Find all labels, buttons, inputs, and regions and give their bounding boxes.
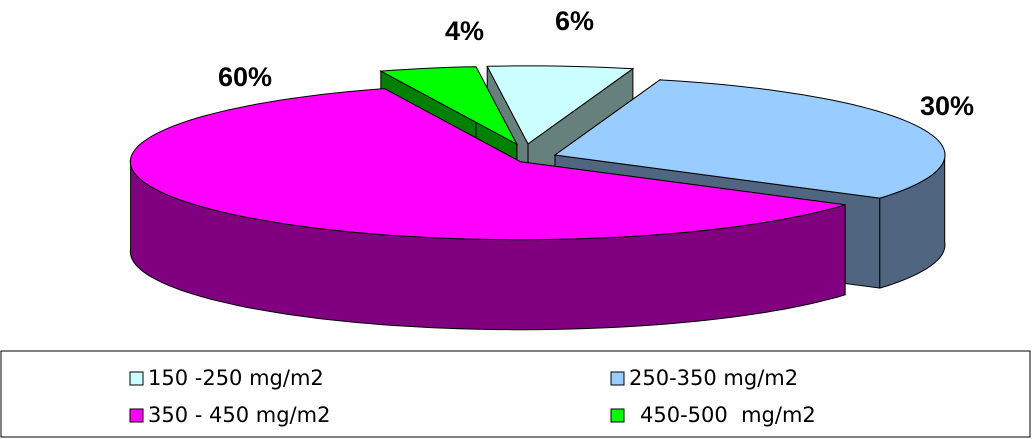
data-label-450-500: 4% bbox=[445, 16, 484, 46]
legend-swatch-250-350 bbox=[610, 371, 625, 386]
legend: 150 -250 mg/m2 250-350 mg/m2 350 - 450 m… bbox=[0, 350, 1031, 438]
legend-box bbox=[0, 350, 1031, 438]
legend-swatch-350-450 bbox=[129, 408, 144, 423]
data-labels: 6% 30% 60% 4% bbox=[218, 6, 974, 121]
legend-item-250-350: 250-350 mg/m2 bbox=[610, 366, 798, 390]
data-label-150-250: 6% bbox=[555, 6, 594, 36]
legend-label-350-450: 350 - 450 mg/m2 bbox=[148, 403, 330, 427]
pie-slice-350-450 bbox=[129, 87, 846, 331]
legend-swatch-150-250 bbox=[129, 371, 144, 386]
data-label-350-450: 60% bbox=[218, 62, 272, 92]
legend-item-450-500: 450-500 mg/m2 bbox=[610, 403, 816, 427]
pie-slices bbox=[129, 65, 946, 331]
legend-label-150-250: 150 -250 mg/m2 bbox=[148, 366, 324, 390]
legend-label-450-500: 450-500 mg/m2 bbox=[640, 403, 816, 427]
data-label-250-350: 30% bbox=[920, 91, 974, 121]
legend-item-150-250: 150 -250 mg/m2 bbox=[129, 366, 324, 390]
legend-swatch-450-500 bbox=[610, 408, 625, 423]
legend-label-250-350: 250-350 mg/m2 bbox=[629, 366, 798, 390]
legend-item-350-450: 350 - 450 mg/m2 bbox=[129, 403, 330, 427]
